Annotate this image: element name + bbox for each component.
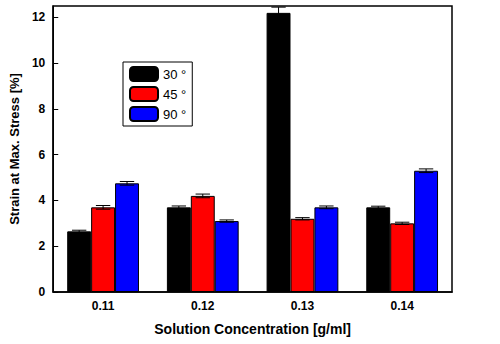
svg-text:4: 4 bbox=[39, 193, 46, 207]
svg-text:0.11: 0.11 bbox=[92, 299, 115, 313]
svg-text:0.13: 0.13 bbox=[291, 299, 315, 313]
svg-text:0.12: 0.12 bbox=[191, 299, 215, 313]
svg-text:90 °: 90 ° bbox=[163, 107, 186, 122]
svg-text:2: 2 bbox=[39, 239, 46, 253]
svg-text:Solution Concentration [g/ml]: Solution Concentration [g/ml] bbox=[154, 321, 351, 337]
svg-text:8: 8 bbox=[39, 102, 46, 116]
svg-text:10: 10 bbox=[32, 56, 46, 70]
svg-text:30 °: 30 ° bbox=[163, 67, 186, 82]
svg-text:0: 0 bbox=[39, 285, 46, 299]
svg-text:0.14: 0.14 bbox=[390, 299, 414, 313]
svg-text:6: 6 bbox=[39, 148, 46, 162]
svg-text:12: 12 bbox=[32, 10, 46, 24]
svg-text:45 °: 45 ° bbox=[163, 87, 186, 102]
svg-text:Strain at Max. Stress [%]: Strain at Max. Stress [%] bbox=[7, 73, 22, 225]
